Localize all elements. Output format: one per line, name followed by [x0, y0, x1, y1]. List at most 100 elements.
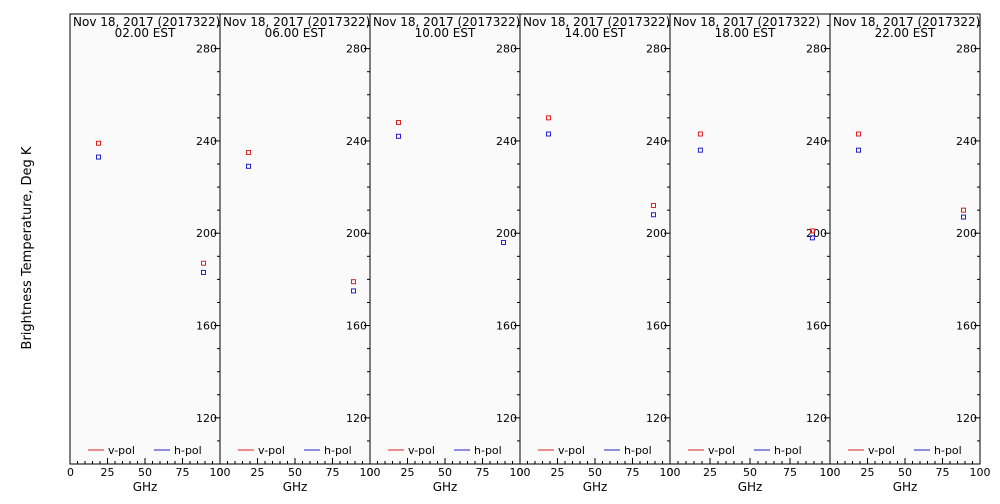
plot-area — [519, 13, 671, 465]
y-tick-label: 240 — [346, 135, 367, 148]
y-tick-label: 280 — [496, 43, 517, 56]
panel-3: 120 160 200 240 280 0 25 50 75 100 GHz Nov 18, 2017… — [367, 13, 531, 494]
panel-6: 120 160 200 240 280 0 25 50 75 100 GHz Nov 18, 2017… — [827, 13, 991, 494]
panel-title: Nov 18, 2017 (2017322) — [833, 15, 980, 29]
x-tick-label: 75 — [476, 466, 490, 479]
panel-title: Nov 18, 2017 (2017322) — [373, 15, 520, 29]
data-point-v-pol — [546, 115, 551, 121]
y-tick-label: 120 — [646, 412, 667, 425]
data-point-h-pol — [246, 163, 251, 169]
y-tick-label: 240 — [196, 135, 217, 148]
panel-time: 18.00 EST — [715, 26, 776, 40]
x-tick-label: 100 — [820, 466, 841, 479]
y-tick-label: 160 — [196, 320, 217, 333]
panel-time: 06.00 EST — [265, 26, 326, 40]
y-tick-label: 200 — [196, 227, 217, 240]
panel-2: 120 160 200 240 280 0 25 50 75 100 GHz Nov 18, 2017… — [217, 13, 381, 494]
x-tick-label: 25 — [101, 466, 115, 479]
data-point-v-pol — [697, 131, 703, 137]
data-point-h-pol — [201, 269, 206, 275]
y-tick-label: 160 — [806, 320, 827, 333]
legend-label: h-pol — [474, 444, 502, 457]
y-axis-label: Brightness Temperature, Deg K — [20, 146, 35, 349]
y-tick-label: 280 — [196, 43, 217, 56]
data-point-v-pol — [651, 203, 656, 209]
panel-time: 22.00 EST — [875, 26, 936, 40]
data-point-v-pol — [396, 119, 401, 125]
x-tick-label: 100 — [660, 466, 681, 479]
x-axis-label: GHz — [893, 480, 918, 494]
y-tick-label: 280 — [646, 43, 667, 56]
y-tick-label: 160 — [346, 320, 367, 333]
panels-group: 120 160 200 240 280 0 25 50 75 100 GHz Nov 18, 2017… — [67, 13, 991, 494]
panel-time: 02.00 EST — [115, 26, 176, 40]
legend-label: v-pol — [258, 444, 285, 457]
data-point-h-pol — [396, 133, 401, 139]
x-tick-label: 0 — [517, 466, 524, 479]
data-point-h-pol — [546, 131, 551, 137]
x-tick-label: 75 — [936, 466, 950, 479]
x-tick-label: 100 — [360, 466, 381, 479]
x-tick-label: 75 — [626, 466, 640, 479]
panel-4: 120 160 200 240 280 0 25 50 75 100 GHz Nov 18, 2017… — [517, 13, 681, 494]
data-point-v-pol — [809, 228, 815, 234]
x-tick-label: 50 — [438, 466, 452, 479]
x-tick-label: 50 — [288, 466, 302, 479]
panel-time: 14.00 EST — [565, 26, 626, 40]
x-axis-label: GHz — [738, 480, 763, 494]
x-tick-label: 50 — [743, 466, 757, 479]
x-tick-label: 0 — [827, 466, 834, 479]
x-tick-label: 100 — [970, 466, 991, 479]
data-point-h-pol — [697, 147, 703, 153]
data-point-h-pol — [809, 235, 815, 241]
y-tick-label: 120 — [806, 412, 827, 425]
y-tick-label: 120 — [196, 412, 217, 425]
x-axis-label: GHz — [133, 480, 158, 494]
x-tick-label: 75 — [326, 466, 340, 479]
data-point-v-pol — [961, 207, 966, 213]
x-tick-label: 0 — [667, 466, 674, 479]
x-tick-label: 25 — [551, 466, 565, 479]
legend-label: v-pol — [108, 444, 135, 457]
data-point-v-pol — [201, 260, 206, 266]
panel-5: 120 160 200 240 280 0 25 50 75 100 GHz Nov 18, 2017… — [667, 13, 841, 494]
panel-title: Nov 18, 2017 (2017322) — [673, 15, 820, 29]
y-tick-label: 200 — [346, 227, 367, 240]
panel-time: 10.00 EST — [415, 26, 476, 40]
x-tick-label: 75 — [783, 466, 797, 479]
data-point-v-pol — [856, 131, 861, 137]
x-tick-label: 25 — [861, 466, 875, 479]
y-tick-label: 280 — [956, 43, 977, 56]
x-tick-label: 50 — [898, 466, 912, 479]
y-tick-label: 280 — [806, 43, 827, 56]
panel-title: Nov 18, 2017 (2017322) — [223, 15, 370, 29]
y-tick-label: 120 — [346, 412, 367, 425]
data-point-h-pol — [651, 212, 656, 218]
x-tick-label: 75 — [176, 466, 190, 479]
x-tick-label: 50 — [138, 466, 152, 479]
data-point-h-pol — [856, 147, 861, 153]
legend-label: v-pol — [708, 444, 735, 457]
y-tick-label: 240 — [496, 135, 517, 148]
y-tick-label: 160 — [496, 320, 517, 333]
x-axis-label: GHz — [433, 480, 458, 494]
y-tick-label: 240 — [646, 135, 667, 148]
y-tick-label: 200 — [646, 227, 667, 240]
y-tick-label: 120 — [956, 412, 977, 425]
data-point-v-pol — [351, 279, 356, 285]
y-tick-label: 200 — [496, 227, 517, 240]
plot-area — [369, 13, 521, 465]
data-point-h-pol — [96, 154, 101, 160]
panel-title: Nov 18, 2017 (2017322) — [523, 15, 670, 29]
data-point-v-pol — [246, 149, 251, 155]
plot-area — [219, 13, 371, 465]
data-point-h-pol — [501, 239, 506, 245]
data-point-v-pol — [96, 140, 101, 146]
y-tick-label: 240 — [956, 135, 977, 148]
x-tick-label: 50 — [588, 466, 602, 479]
y-tick-label: 160 — [646, 320, 667, 333]
legend-label: h-pol — [934, 444, 962, 457]
x-tick-label: 0 — [67, 466, 74, 479]
x-tick-label: 25 — [251, 466, 265, 479]
